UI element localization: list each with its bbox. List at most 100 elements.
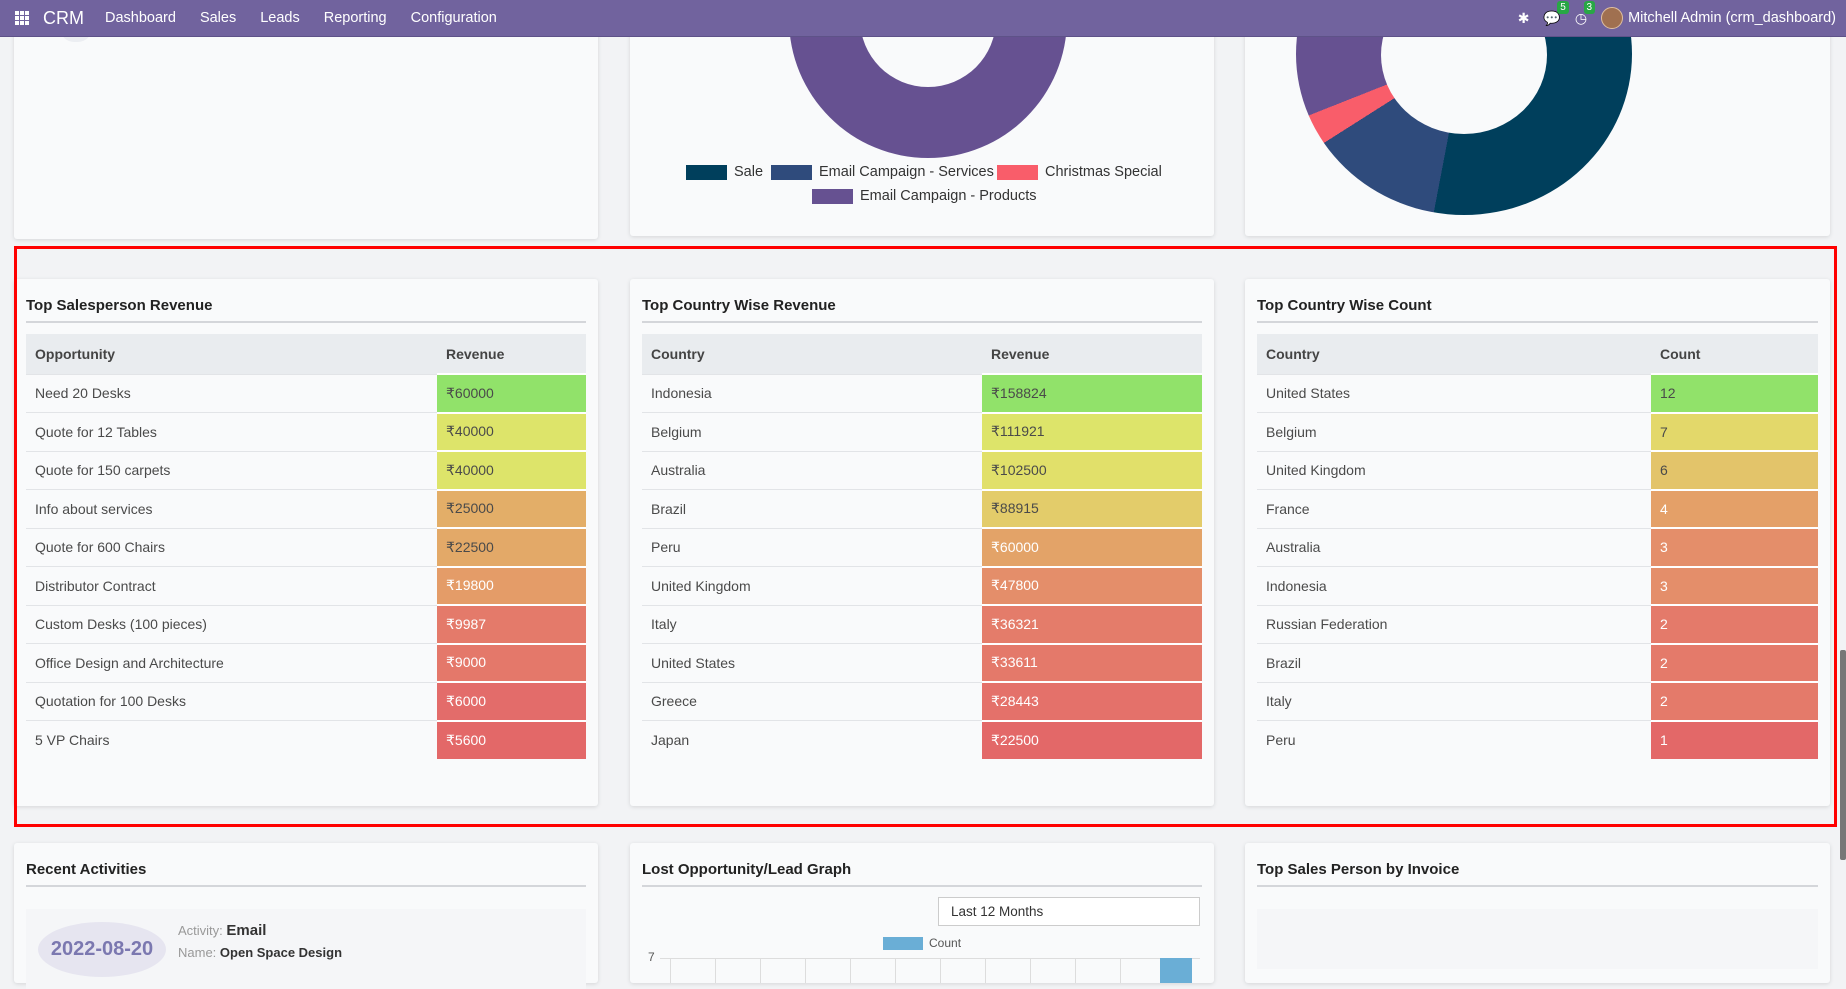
messages-chat-icon[interactable]: 💬 5 xyxy=(1543,0,1569,27)
grid-line xyxy=(940,959,941,983)
grid-line xyxy=(1030,959,1031,983)
row-value: ₹40000 xyxy=(437,450,586,490)
label: Name: xyxy=(178,945,217,960)
row-value: ₹60000 xyxy=(437,373,586,413)
campaign-chart-card: Sale Email Campaign - Services Christmas… xyxy=(630,30,1214,236)
table-row[interactable]: Custom Desks (100 pieces) ₹9987 xyxy=(26,604,586,644)
legend-item-sale[interactable]: Sale xyxy=(686,164,763,180)
table-row[interactable]: United States ₹33611 xyxy=(642,642,1202,682)
activities-clock-icon[interactable]: ◷ 3 xyxy=(1575,0,1596,27)
table-row[interactable]: Peru 1 xyxy=(1257,719,1818,759)
app-brand[interactable]: CRM xyxy=(43,7,84,28)
systray: ✱ 💬 5 ◷ 3 Mitchell Admin (crm_dashboard) xyxy=(1517,0,1836,29)
table-row[interactable]: Italy 2 xyxy=(1257,681,1818,721)
table-row[interactable]: United Kingdom 6 xyxy=(1257,450,1818,490)
apps-grid-icon[interactable] xyxy=(15,11,29,25)
row-label: Need 20 Desks xyxy=(26,373,437,413)
debug-bug-icon[interactable]: ✱ xyxy=(1517,9,1530,26)
table-row[interactable]: Belgium 7 xyxy=(1257,411,1818,451)
row-label: Office Design and Architecture xyxy=(26,643,437,682)
row-value: ₹111921 xyxy=(982,411,1202,451)
row-value: ₹9000 xyxy=(437,642,586,682)
table-row[interactable]: Distributor Contract ₹19800 xyxy=(26,565,586,605)
menu-configuration[interactable]: Configuration xyxy=(410,10,497,26)
row-label: United States xyxy=(642,643,982,682)
table-row[interactable]: Quote for 12 Tables ₹40000 xyxy=(26,411,586,451)
column-header: Opportunity xyxy=(26,334,437,374)
divider xyxy=(26,321,586,323)
table-row[interactable]: United States 12 xyxy=(1257,373,1818,413)
grid-line xyxy=(715,959,716,983)
campaign-donut-chart xyxy=(789,30,1067,158)
menu-dashboard[interactable]: Dashboard xyxy=(105,10,176,26)
row-value: 7 xyxy=(1651,411,1818,451)
row-value: 3 xyxy=(1651,565,1818,605)
card-title: Recent Activities xyxy=(26,861,147,878)
legend-swatch xyxy=(686,164,727,180)
table-card: Top Country Wise Count Country Count United… xyxy=(1245,279,1830,806)
row-value: ₹25000 xyxy=(437,488,586,528)
legend-item-email-products[interactable]: Email Campaign - Products xyxy=(812,188,1037,204)
card-title: Lost Opportunity/Lead Graph xyxy=(642,861,852,878)
row-label: Australia xyxy=(1257,527,1651,567)
table-row[interactable]: Info about services ₹25000 xyxy=(26,488,586,528)
table-row[interactable]: Italy ₹36321 xyxy=(642,604,1202,644)
table-row[interactable]: Indonesia ₹158824 xyxy=(642,373,1202,413)
grid-line xyxy=(670,959,671,983)
table-row[interactable]: Quotation for 100 Desks ₹6000 xyxy=(26,681,586,721)
row-label: United Kingdom xyxy=(642,566,982,605)
row-value: ₹102500 xyxy=(982,450,1202,490)
period-select[interactable]: Last 12 Months xyxy=(938,897,1200,926)
card-title: Top Country Wise Revenue xyxy=(642,297,836,314)
chart-legend[interactable]: Count xyxy=(883,936,961,950)
page-scrollbar[interactable] xyxy=(1840,650,1846,860)
row-value: ₹22500 xyxy=(982,719,1202,759)
row-label: Italy xyxy=(1257,681,1651,721)
campaign-donut-card-2 xyxy=(1245,30,1830,236)
table-card: Top Salesperson Revenue Opportunity Revenu… xyxy=(14,279,598,806)
row-label: Peru xyxy=(1257,720,1651,759)
row-value: 2 xyxy=(1651,604,1818,644)
column-header: Count xyxy=(1651,334,1818,374)
table-row[interactable]: Peru ₹60000 xyxy=(642,527,1202,567)
row-label: Quote for 600 Chairs xyxy=(26,527,437,567)
table-row[interactable]: Need 20 Desks ₹60000 xyxy=(26,373,586,413)
table-row[interactable]: Indonesia 3 xyxy=(1257,565,1818,605)
row-label: 5 VP Chairs xyxy=(26,720,437,759)
table-row[interactable]: Australia ₹102500 xyxy=(642,450,1202,490)
row-value: ₹5600 xyxy=(437,719,586,759)
table-row[interactable]: Quote for 600 Chairs ₹22500 xyxy=(26,527,586,567)
messages-badge: 5 xyxy=(1557,0,1569,14)
menu-reporting[interactable]: Reporting xyxy=(323,10,387,26)
table-row[interactable]: Brazil 2 xyxy=(1257,642,1818,682)
table-row[interactable]: Japan ₹22500 xyxy=(642,719,1202,759)
table-row[interactable]: Australia 3 xyxy=(1257,527,1818,567)
table-row[interactable]: Russian Federation 2 xyxy=(1257,604,1818,644)
row-label: United Kingdom xyxy=(1257,450,1651,490)
table-row[interactable]: France 4 xyxy=(1257,488,1818,528)
table-row[interactable]: Quote for 150 carpets ₹40000 xyxy=(26,450,586,490)
menu-sales[interactable]: Sales xyxy=(199,10,237,26)
legend-item-christmas[interactable]: Christmas Special xyxy=(997,164,1162,180)
grid-line xyxy=(1075,959,1076,983)
table-row[interactable]: Office Design and Architecture ₹9000 xyxy=(26,642,586,682)
legend-label: Email Campaign - Services xyxy=(819,164,994,180)
row-value: ₹33611 xyxy=(982,642,1202,682)
legend-label: Christmas Special xyxy=(1045,164,1162,180)
column-header: Country xyxy=(642,334,982,374)
row-label: Indonesia xyxy=(1257,566,1651,605)
row-label: Greece xyxy=(642,681,982,721)
table-row[interactable]: Brazil ₹88915 xyxy=(642,488,1202,528)
table-row[interactable]: Belgium ₹111921 xyxy=(642,411,1202,451)
chart-bar xyxy=(1160,958,1192,983)
activity-type: Activity: Email xyxy=(178,922,266,939)
legend-item-email-services[interactable]: Email Campaign - Services xyxy=(771,164,994,180)
table-row[interactable]: Greece ₹28443 xyxy=(642,681,1202,721)
data-table: Opportunity Revenue Need 20 Desks ₹60000 Quo… xyxy=(26,334,586,759)
invoice-placeholder xyxy=(1257,909,1818,969)
menu-leads[interactable]: Leads xyxy=(260,10,300,26)
user-menu[interactable]: Mitchell Admin (crm_dashboard) xyxy=(1601,7,1836,29)
row-value: 2 xyxy=(1651,681,1818,721)
table-row[interactable]: 5 VP Chairs ₹5600 xyxy=(26,719,586,759)
table-row[interactable]: United Kingdom ₹47800 xyxy=(642,565,1202,605)
